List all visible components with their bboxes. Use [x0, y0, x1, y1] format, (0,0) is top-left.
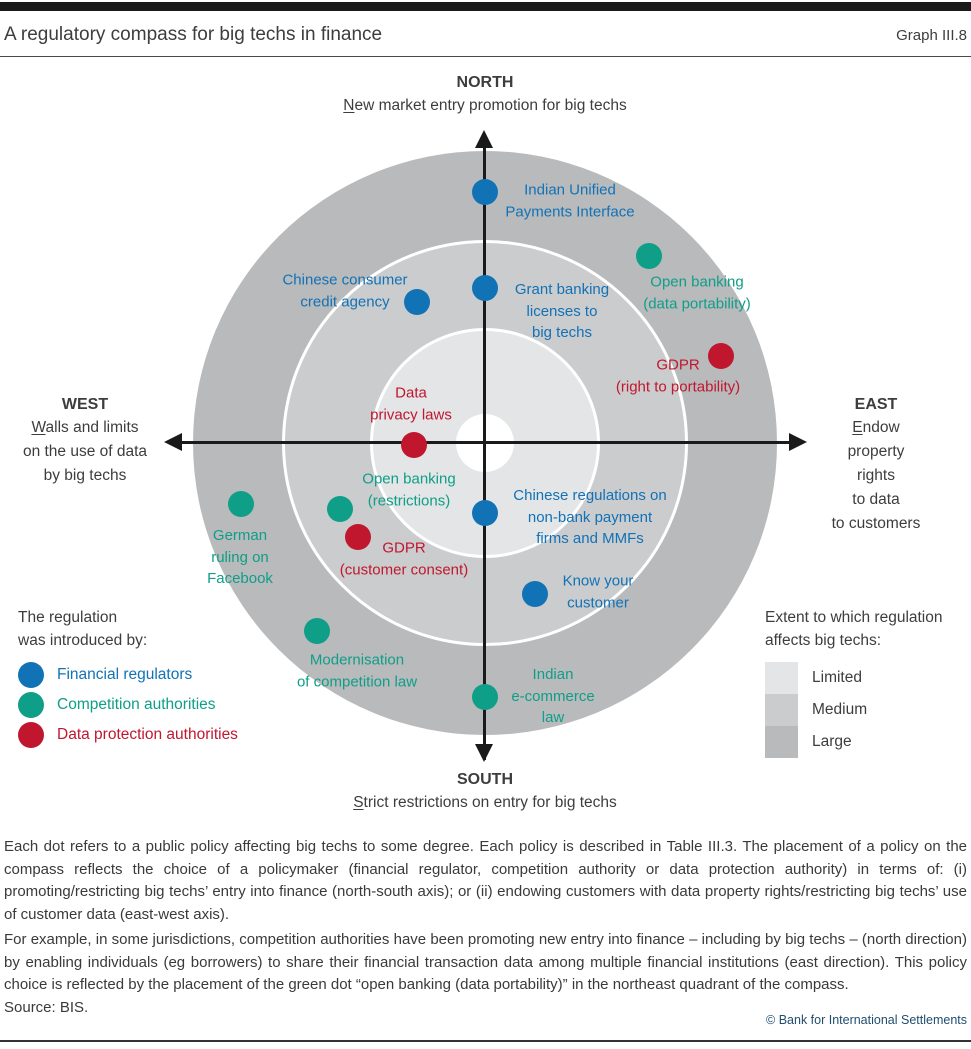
page-title: A regulatory compass for big techs in fi… — [4, 24, 383, 45]
source-note: Source: BIS. — [4, 999, 89, 1016]
policy-dot-open-banking-restrictions — [327, 496, 353, 522]
direction-west: WEST Walls and limits on the use of data… — [23, 394, 147, 488]
east-west-axis — [170, 441, 802, 444]
legend-introduced-by: The regulation was introduced by: Financ… — [18, 606, 238, 752]
policy-dot-gdpr-customer-consent — [345, 524, 371, 550]
legend-swatch — [765, 726, 798, 758]
legend-label: Financial regulators — [57, 666, 193, 683]
header-divider — [0, 56, 971, 57]
direction-east: EAST Endow property rights to data to cu… — [829, 394, 924, 536]
north-description: New market entry promotion for big techs — [343, 97, 627, 114]
legend-introduced-by-title: The regulation was introduced by: — [18, 609, 148, 649]
policy-label-chinese-consumer-credit-agency: Chinese consumer credit agency — [282, 271, 408, 311]
west-title: WEST — [61, 396, 109, 413]
policy-label-chinese-regulations-non-bank: Chinese regulations on non-bank payment … — [513, 486, 667, 547]
policy-label-indian-upi: Indian Unified Payments Interface — [505, 181, 635, 221]
policy-label-data-privacy-laws: Data privacy laws — [370, 384, 452, 424]
policy-label-open-banking-restrictions: Open banking (restrictions) — [362, 470, 456, 510]
policy-dot-gdpr-right-to-portability — [708, 343, 734, 369]
graph-number: Graph III.8 — [896, 27, 967, 44]
policy-label-indian-e-commerce-law: Indian e-commerce law — [511, 665, 595, 726]
legend-dot-icon — [18, 662, 44, 688]
legend-dot-icon — [18, 722, 44, 748]
legend-label: Data protection authorities — [57, 726, 238, 743]
footnote-paragraph-2: For example, in some jurisdictions, comp… — [4, 931, 967, 993]
policy-label-german-ruling-on-facebook: German ruling on Facebook — [207, 526, 273, 587]
policy-dot-data-privacy-laws — [401, 432, 427, 458]
direction-north: NORTH New market entry promotion for big… — [343, 72, 626, 118]
legend-dot-icon — [18, 692, 44, 718]
legend-extent-title: Extent to which regulation affects big t… — [765, 609, 943, 649]
legend-extent: Extent to which regulation affects big t… — [765, 606, 943, 758]
policy-dot-chinese-regulations-non-bank — [472, 500, 498, 526]
legend-item-medium: Medium — [765, 694, 943, 726]
south-title: SOUTH — [456, 771, 513, 788]
policy-dot-grant-banking-licenses — [472, 275, 498, 301]
legend-label: Competition authorities — [57, 696, 216, 713]
policy-dot-open-banking-data-portability — [636, 243, 662, 269]
south-description: Strict restrictions on entry for big tec… — [353, 794, 617, 811]
legend-item-competition-authorities: Competition authorities — [18, 692, 238, 718]
legend-item-financial-regulators: Financial regulators — [18, 662, 238, 688]
policy-label-modernisation-of-competition-law: Modernisation of competition law — [296, 651, 418, 691]
legend-swatch — [765, 662, 798, 694]
copyright-notice: © Bank for International Settlements — [766, 1013, 967, 1027]
legend-label: Large — [812, 733, 852, 750]
policy-dot-chinese-consumer-credit-agency — [404, 289, 430, 315]
policy-label-open-banking-data-portability: Open banking (data portability) — [643, 273, 751, 313]
east-description: Endow property rights to data to custome… — [831, 419, 921, 532]
policy-label-gdpr-right-to-portability: GDPR (right to portability) — [615, 356, 741, 396]
policy-dot-german-ruling-on-facebook — [228, 491, 254, 517]
south-arrowhead-icon — [475, 744, 493, 762]
legend-introduced-by-items: Financial regulators Competition authorit… — [18, 662, 238, 748]
policy-label-grant-banking-licenses: Grant banking licenses to big techs — [514, 280, 610, 341]
bottom-divider — [0, 1040, 971, 1042]
policy-dot-indian-upi — [472, 179, 498, 205]
top-black-bar — [0, 2, 971, 11]
east-title: EAST — [854, 396, 898, 413]
north-arrowhead-icon — [475, 130, 493, 148]
north-title: NORTH — [456, 74, 514, 91]
legend-extent-items: Limited Medium Large — [765, 662, 943, 758]
policy-dot-indian-e-commerce-law — [472, 684, 498, 710]
direction-south: SOUTH Strict restrictions on entry for b… — [353, 769, 617, 815]
east-arrowhead-icon — [789, 433, 807, 451]
legend-label: Medium — [812, 701, 868, 718]
legend-item-data-protection-authorities: Data protection authorities — [18, 722, 238, 748]
footnote-paragraph-1: Each dot refers to a public policy affec… — [4, 838, 967, 923]
policy-dot-modernisation-of-competition-law — [304, 618, 330, 644]
policy-dot-know-your-customer — [522, 581, 548, 607]
west-description: Walls and limits on the use of data by b… — [22, 419, 148, 484]
legend-item-large: Large — [765, 726, 943, 758]
legend-swatch — [765, 694, 798, 726]
north-south-axis — [483, 135, 486, 760]
policy-label-know-your-customer: Know your customer — [562, 572, 634, 612]
west-arrowhead-icon — [164, 433, 182, 451]
legend-label: Limited — [812, 669, 862, 686]
legend-item-limited: Limited — [765, 662, 943, 694]
policy-label-gdpr-customer-consent: GDPR (customer consent) — [339, 539, 469, 579]
